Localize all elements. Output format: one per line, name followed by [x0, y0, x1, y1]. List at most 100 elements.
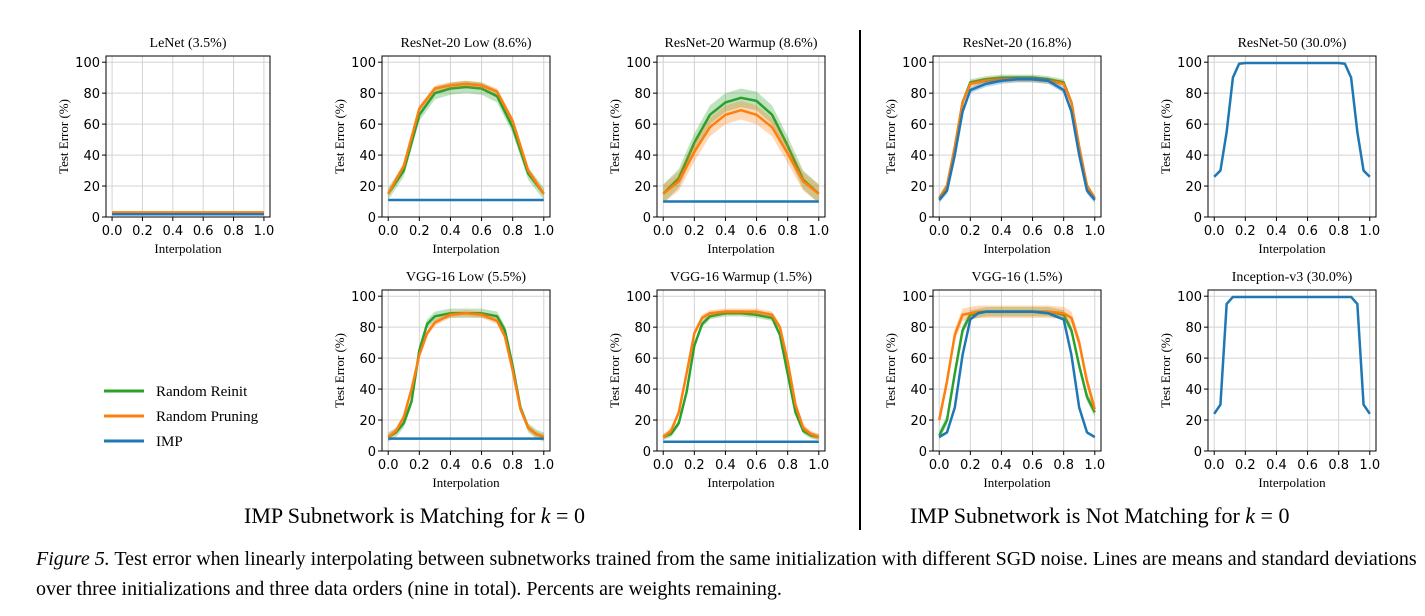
chart-title: ResNet-20 (16.8%) [963, 36, 1072, 51]
y-tick-label: 40 [910, 149, 927, 164]
x-tick-label: 1.0 [533, 224, 554, 239]
x-tick-label: 0.8 [502, 458, 523, 473]
y-axis-label: Test Error (%) [607, 99, 622, 174]
x-tick-label: 0.0 [653, 458, 674, 473]
legend-label-random-reinit: Random Reinit [156, 384, 248, 400]
x-axis-label: Interpolation [707, 241, 775, 256]
x-tick-label: 0.0 [929, 224, 950, 239]
y-tick-label: 0 [919, 445, 927, 460]
chart-inception-v3-30-0: 0.0 0.2 0.4 0.6 0.8 1.0 0 20 40 60 80 100 Inception-… [1158, 270, 1380, 490]
y-tick-label: 80 [1185, 87, 1202, 102]
x-tick-label: 0.0 [1204, 458, 1225, 473]
plot-frame [1207, 55, 1377, 218]
x-axis-label: Interpolation [983, 475, 1051, 490]
y-tick-label: 100 [351, 56, 376, 71]
y-tick-label: 60 [359, 352, 376, 367]
y-tick-label: 60 [1185, 118, 1202, 133]
chart-panels: 0.0 0.2 0.4 0.6 0.8 1.0 0 20 40 60 80 100 LeNet (3.5… [56, 36, 1380, 490]
y-tick-label: 20 [359, 180, 376, 195]
series-line-random-pruning [387, 82, 545, 195]
x-tick-label: 0.2 [960, 458, 981, 473]
y-tick-label: 40 [1185, 149, 1202, 164]
caption-label: Figure 5. [36, 548, 110, 570]
std-band-imp [1214, 62, 1370, 178]
y-axis-label: Test Error (%) [332, 99, 347, 174]
x-axis-label: Interpolation [432, 475, 500, 490]
x-tick-label: 0.2 [684, 224, 705, 239]
y-tick-label: 20 [1185, 180, 1202, 195]
y-tick-label: 0 [643, 445, 651, 460]
group-label-matching: IMP Subnetwork is Matching for k = 0 [244, 503, 585, 528]
y-tick-label: 40 [634, 383, 651, 398]
x-tick-label: 1.0 [1359, 224, 1380, 239]
chart-title: ResNet-50 (30.0%) [1238, 36, 1347, 51]
y-tick-label: 0 [1194, 211, 1202, 226]
chart-title: VGG-16 Low (5.5%) [406, 270, 526, 285]
series-random-pruning [387, 80, 545, 197]
x-tick-label: 0.0 [929, 458, 950, 473]
x-tick-label: 0.4 [162, 224, 183, 239]
chart-resnet-20-16-8: 0.0 0.2 0.4 0.6 0.8 1.0 0 20 40 60 80 100 ResNet-20 … [883, 36, 1105, 256]
series-random-reinit [387, 80, 545, 200]
x-tick-label: 0.2 [409, 224, 430, 239]
plot-frame [932, 289, 1102, 452]
y-tick-label: 0 [1194, 445, 1202, 460]
x-tick-label: 0.8 [1053, 458, 1074, 473]
x-tick-label: 0.8 [502, 224, 523, 239]
series-random-pruning [937, 305, 1096, 427]
series-random-reinit [662, 88, 820, 204]
x-tick-label: 0.8 [777, 224, 798, 239]
series-line-random-pruning [662, 108, 820, 195]
y-axis-label: Test Error (%) [883, 99, 898, 174]
chart-vgg-16-low-5-5: 0.0 0.2 0.4 0.6 0.8 1.0 0 20 40 60 80 100 VGG-16 Low… [332, 270, 554, 490]
y-tick-label: 100 [351, 290, 376, 305]
x-tick-label: 0.0 [102, 224, 123, 239]
x-axis-label: Interpolation [707, 475, 775, 490]
x-tick-label: 0.0 [653, 224, 674, 239]
y-tick-label: 80 [634, 87, 651, 102]
x-tick-label: 0.0 [378, 458, 399, 473]
series-imp [938, 310, 1096, 439]
y-tick-label: 40 [359, 383, 376, 398]
x-tick-label: 0.6 [471, 458, 492, 473]
x-tick-label: 0.6 [471, 224, 492, 239]
x-tick-label: 1.0 [533, 458, 554, 473]
series-line-random-reinit [938, 76, 1096, 200]
series-imp [112, 212, 264, 216]
x-tick-label: 0.2 [1235, 458, 1256, 473]
caption-text: Test error when linearly interpolating b… [36, 548, 1417, 600]
x-tick-label: 0.6 [193, 224, 214, 239]
y-tick-label: 40 [83, 149, 100, 164]
plot-frame [656, 289, 826, 452]
x-tick-label: 0.2 [132, 224, 153, 239]
x-tick-label: 1.0 [808, 224, 829, 239]
x-axis-label: Interpolation [432, 241, 500, 256]
y-tick-label: 0 [92, 211, 100, 226]
y-tick-label: 20 [910, 414, 927, 429]
y-tick-label: 60 [83, 118, 100, 133]
figure-caption: Figure 5. Test error when linearly inter… [36, 544, 1421, 604]
y-tick-label: 60 [634, 352, 651, 367]
chart-resnet-20-low-8-6: 0.0 0.2 0.4 0.6 0.8 1.0 0 20 40 60 80 100 ResNet-20 … [332, 36, 554, 256]
series-random-pruning [938, 76, 1096, 202]
y-tick-label: 60 [910, 352, 927, 367]
plot-frame [1207, 289, 1377, 452]
series-imp [388, 437, 544, 440]
y-tick-label: 100 [902, 290, 927, 305]
x-tick-label: 0.6 [1297, 458, 1318, 473]
series-line-imp [938, 77, 1096, 201]
x-tick-label: 0.4 [1266, 458, 1287, 473]
x-tick-label: 0.8 [1053, 224, 1074, 239]
x-tick-label: 0.2 [960, 224, 981, 239]
y-tick-label: 60 [1185, 352, 1202, 367]
series-line-random-reinit [387, 311, 545, 439]
y-tick-label: 20 [359, 414, 376, 429]
series-line-random-pruning [387, 311, 545, 439]
y-tick-label: 60 [910, 118, 927, 133]
y-axis-label: Test Error (%) [332, 333, 347, 408]
legend-label-imp: IMP [156, 434, 183, 450]
series-imp [1213, 61, 1371, 178]
series-imp [1213, 295, 1371, 415]
x-tick-label: 1.0 [1084, 224, 1105, 239]
plot-frame [932, 55, 1102, 218]
